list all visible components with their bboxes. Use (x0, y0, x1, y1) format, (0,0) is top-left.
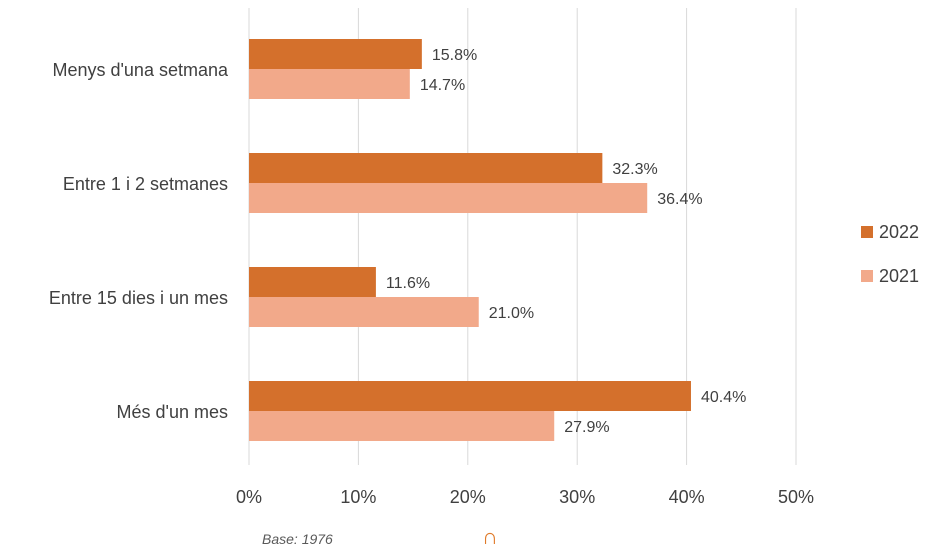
data-label: 32.3% (612, 161, 657, 178)
bar-2022 (249, 381, 691, 411)
bar-2022 (249, 267, 376, 297)
data-label: 21.0% (489, 305, 534, 322)
x-tick-label: 30% (559, 487, 595, 507)
legend-label: 2021 (879, 266, 919, 286)
data-label: 36.4% (657, 191, 702, 208)
legend-swatch (861, 226, 873, 238)
bar-2021 (249, 69, 410, 99)
data-label: 14.7% (420, 77, 465, 94)
legend-label: 2022 (879, 222, 919, 242)
footnote: Base: 1976 (262, 531, 333, 547)
x-tick-label: 0% (236, 487, 262, 507)
legend-swatch (861, 270, 873, 282)
bar-2022 (249, 153, 603, 183)
x-tick-label: 50% (778, 487, 814, 507)
data-label: 40.4% (701, 389, 746, 406)
category-label: Entre 15 dies i un mes (49, 288, 228, 308)
data-label: 11.6% (386, 275, 430, 292)
category-label: Més d'un mes (117, 402, 228, 422)
bar-2021 (249, 411, 555, 441)
bar-2022 (249, 39, 422, 69)
legend: 2022 2021 (861, 222, 919, 286)
bars (249, 39, 691, 441)
data-label: 27.9% (564, 419, 609, 436)
x-tick-label: 20% (450, 487, 486, 507)
category-labels: Menys d'una setmana Entre 1 i 2 setmanes E… (49, 60, 229, 422)
category-label: Entre 1 i 2 setmanes (63, 174, 228, 194)
category-label: Menys d'una setmana (52, 60, 229, 80)
bar-2021 (249, 297, 479, 327)
orange-mark-glyph: ∩ (482, 524, 498, 547)
x-tick-labels: 0% 10% 20% 30% 40% 50% (236, 487, 814, 507)
x-tick-label: 10% (340, 487, 376, 507)
x-tick-label: 40% (669, 487, 705, 507)
data-label: 15.8% (432, 47, 477, 64)
bar-2021 (249, 183, 648, 213)
data-labels: 15.8% 14.7% 32.3%36.4% 11.6% 21.0% 40.4% 27.9% (386, 47, 746, 436)
